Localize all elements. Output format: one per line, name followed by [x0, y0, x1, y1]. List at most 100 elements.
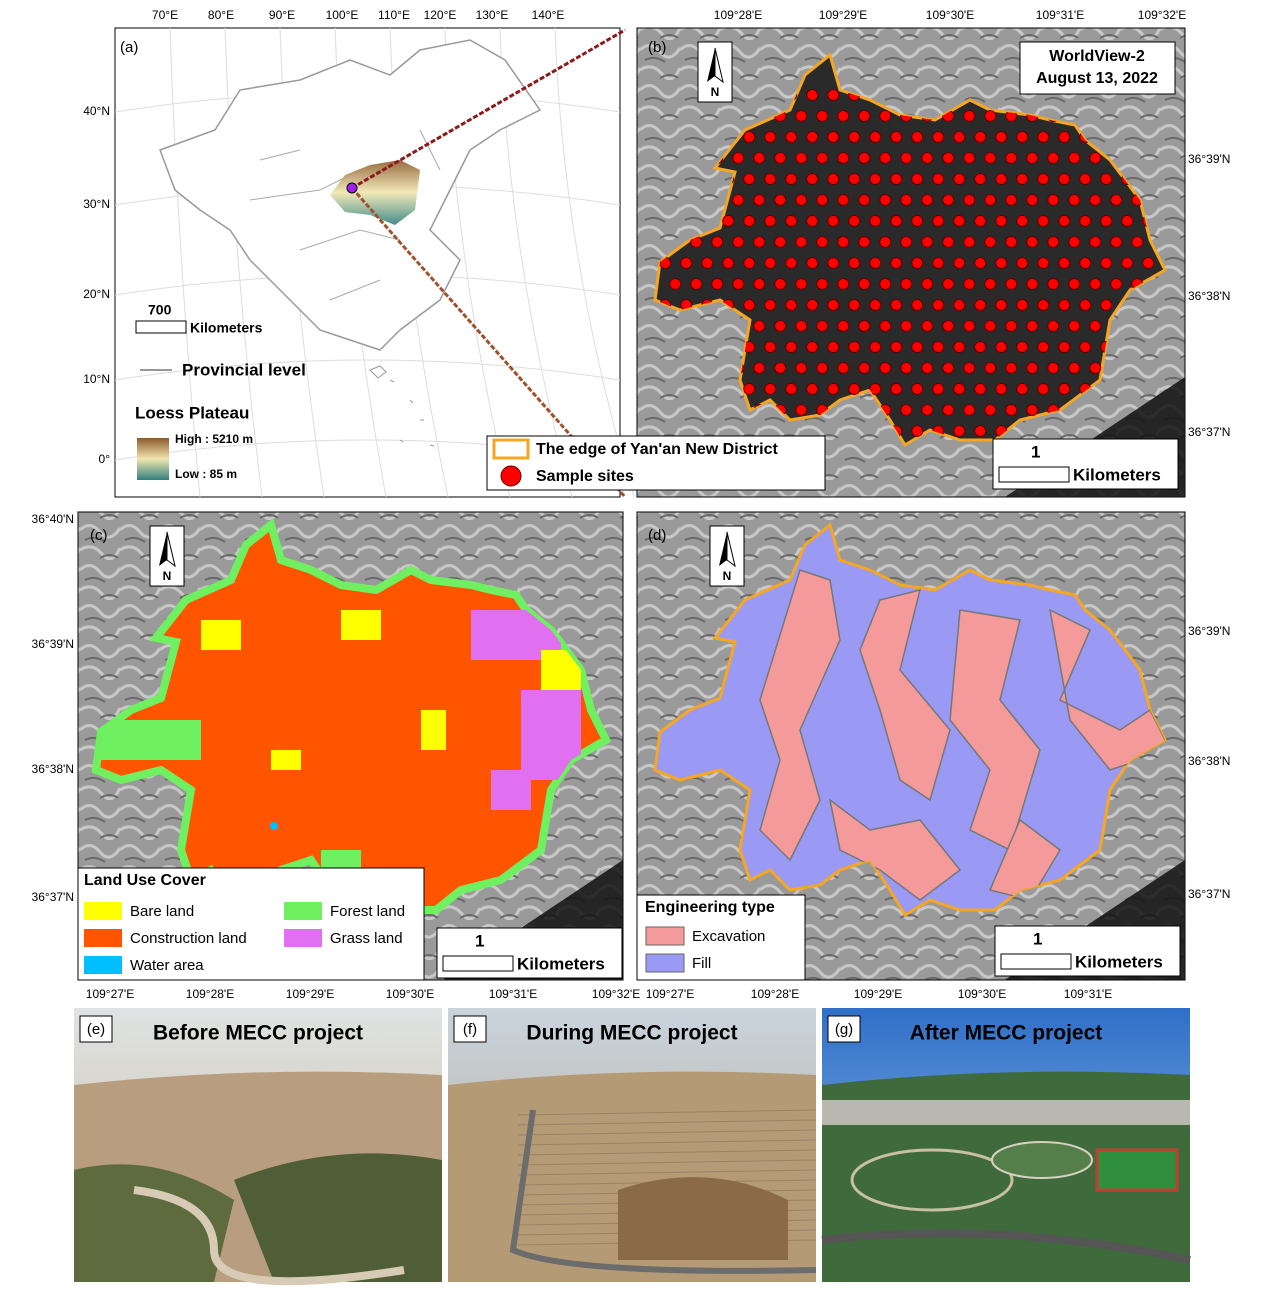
sample-site	[900, 320, 913, 332]
sample-site	[785, 299, 798, 311]
sample-site	[1026, 320, 1039, 332]
sample-site	[879, 110, 892, 122]
sample-site	[932, 173, 945, 185]
sample-site	[827, 215, 840, 227]
legend-symbol	[645, 953, 685, 973]
sample-site	[1058, 257, 1071, 269]
sample-site	[911, 341, 924, 353]
sample-site	[932, 257, 945, 269]
image-title: WorldView-2	[1049, 48, 1145, 65]
land-use-patch	[421, 710, 446, 750]
scale-unit: Kilometers	[1073, 465, 1161, 484]
sample-site	[1100, 299, 1113, 311]
sample-site	[1026, 404, 1039, 416]
sample-site	[869, 215, 882, 227]
sample-site	[785, 257, 798, 269]
sample-site	[942, 236, 955, 248]
sample-site	[816, 320, 829, 332]
legend-label: The edge of Yan'an New District	[536, 441, 778, 458]
sample-site	[1089, 236, 1102, 248]
sample-site	[743, 383, 756, 395]
sample-site	[722, 257, 735, 269]
excavation-patch	[859, 588, 951, 802]
sample-site	[974, 299, 987, 311]
lat-tick-label: 36°40'N	[32, 512, 74, 526]
legend-title: Engineering type	[645, 899, 775, 916]
sample-site	[921, 236, 934, 248]
scale-value: 1	[1033, 929, 1042, 948]
sample-site	[900, 278, 913, 290]
title-box	[1019, 41, 1176, 95]
sample-site	[1026, 152, 1039, 164]
photo-city	[822, 1100, 1190, 1125]
legend-box	[486, 435, 826, 491]
photo-label: (e)	[87, 1021, 105, 1038]
sample-site	[1068, 320, 1081, 332]
sample-site	[701, 257, 714, 269]
photo-park	[850, 1148, 1014, 1212]
sample-site	[795, 152, 808, 164]
sample-site	[753, 236, 766, 248]
sample-site	[984, 194, 997, 206]
sample-site	[1047, 362, 1060, 374]
excavation-patch	[759, 569, 841, 862]
sample-site	[795, 194, 808, 206]
sample-site	[911, 131, 924, 143]
sample-site	[921, 278, 934, 290]
graticule	[169, 27, 201, 498]
sample-site	[1037, 383, 1050, 395]
sample-site	[785, 215, 798, 227]
sample-site	[1058, 299, 1071, 311]
sample-site	[1016, 383, 1029, 395]
sample-site	[827, 173, 840, 185]
sample-site	[995, 341, 1008, 353]
sample-site	[921, 194, 934, 206]
sample-site	[837, 110, 850, 122]
sample-site	[953, 299, 966, 311]
sample-site	[953, 173, 966, 185]
sample-site	[900, 194, 913, 206]
photo-road	[133, 1186, 405, 1286]
sample-site	[1037, 341, 1050, 353]
photo-pit	[618, 1177, 788, 1260]
sample-site	[774, 320, 787, 332]
sample-site	[921, 362, 934, 374]
land-use-patch	[101, 720, 161, 760]
sample-site	[743, 257, 756, 269]
sample-site	[1089, 362, 1102, 374]
graticule	[554, 27, 635, 498]
sample-site	[795, 110, 808, 122]
sample-site	[837, 152, 850, 164]
sample-site	[827, 257, 840, 269]
north-arrow	[707, 48, 715, 82]
sample-site	[764, 257, 777, 269]
photo-terrace	[517, 1119, 817, 1126]
photo-vegetation	[234, 1153, 442, 1282]
lon-tick-label: 109°27'E	[646, 987, 694, 1001]
sample-site	[1047, 278, 1060, 290]
lon-tick-label: 109°28'E	[714, 8, 762, 22]
sample-site	[1079, 173, 1092, 185]
sample-site	[1037, 131, 1050, 143]
lat-tick-label: 36°37'N	[32, 890, 74, 904]
sample-site	[753, 320, 766, 332]
sample-site	[1068, 278, 1081, 290]
sample-site	[743, 131, 756, 143]
sample-site	[806, 341, 819, 353]
photo-terrace	[517, 1129, 817, 1136]
sample-site	[806, 299, 819, 311]
sample-site	[995, 299, 1008, 311]
sample-site	[869, 257, 882, 269]
sample-site	[974, 383, 987, 395]
sample-site	[764, 383, 777, 395]
photo-label-box	[827, 1015, 861, 1043]
sample-site	[848, 383, 861, 395]
sample-site	[1100, 257, 1113, 269]
lon-tick-label: 109°30'E	[386, 987, 434, 1001]
sample-site	[711, 278, 724, 290]
sample-site	[806, 89, 819, 101]
lon-tick-label: 109°29'E	[819, 8, 867, 22]
sample-site	[848, 257, 861, 269]
north-label: N	[163, 569, 172, 583]
sample-site	[1058, 215, 1071, 227]
